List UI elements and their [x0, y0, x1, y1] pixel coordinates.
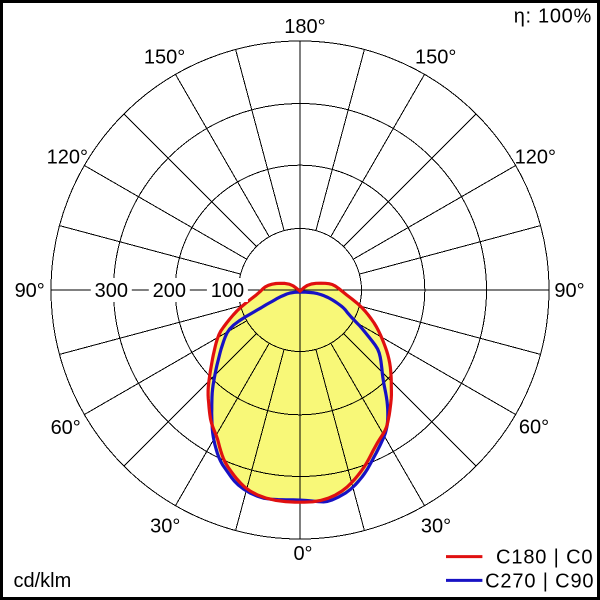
svg-text:180°: 180°: [284, 16, 325, 38]
svg-text:120°: 120°: [515, 147, 556, 169]
svg-text:30°: 30°: [421, 516, 451, 538]
svg-text:30°: 30°: [150, 516, 180, 538]
svg-text:60°: 60°: [519, 417, 549, 439]
svg-text:150°: 150°: [144, 46, 185, 68]
svg-text:η: 100%: η: 100%: [514, 5, 592, 27]
svg-text:100: 100: [211, 280, 244, 302]
svg-text:cd/klm: cd/klm: [14, 570, 72, 592]
svg-text:150°: 150°: [415, 47, 456, 69]
svg-text:0°: 0°: [293, 543, 312, 565]
svg-text:C270 | C90: C270 | C90: [485, 571, 594, 593]
svg-text:90°: 90°: [15, 280, 45, 302]
svg-text:300: 300: [95, 280, 128, 302]
svg-text:60°: 60°: [51, 417, 81, 439]
svg-text:120°: 120°: [47, 146, 88, 168]
svg-text:90°: 90°: [554, 280, 584, 302]
svg-text:C180 | C0: C180 | C0: [496, 546, 593, 568]
svg-text:200: 200: [153, 280, 186, 302]
